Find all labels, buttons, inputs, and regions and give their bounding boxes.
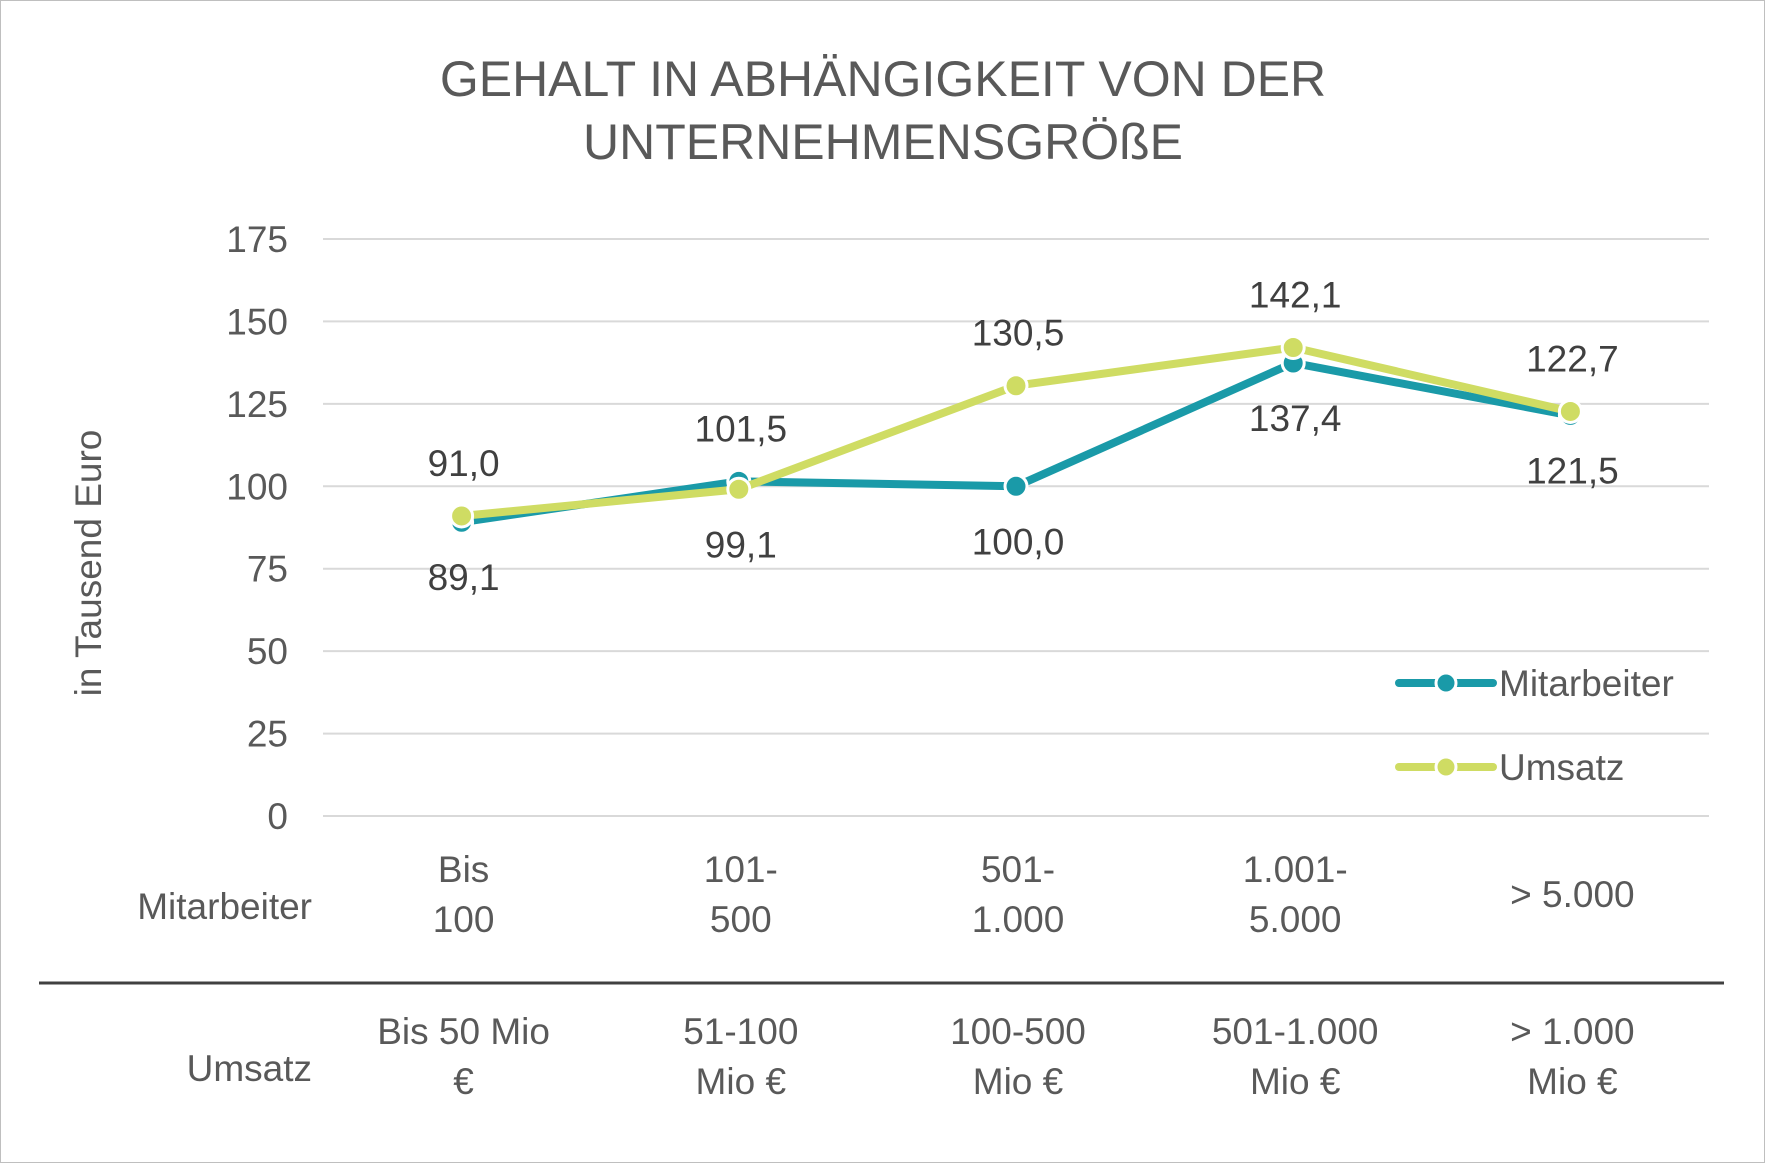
category-label: 5.000	[1249, 899, 1342, 940]
category-label: €	[453, 1061, 474, 1102]
chart-title-line: UNTERNEHMENSGRÖßE	[583, 114, 1183, 170]
y-tick-label: 0	[267, 796, 288, 837]
legend: Mitarbeiter Umsatz	[1395, 663, 1674, 788]
category-label: 1.000	[972, 899, 1065, 940]
category-label: Bis 50 Mio	[377, 1011, 550, 1052]
legend-label-mitarbeiter: Mitarbeiter	[1499, 663, 1674, 704]
data-label-mitarbeiter: 89,1	[428, 557, 500, 598]
y-tick-label: 25	[247, 714, 288, 755]
data-label-umsatz: 130,5	[972, 313, 1065, 354]
category-label: > 1.000	[1510, 1011, 1634, 1052]
y-tick-label: 100	[226, 466, 288, 507]
y-tick-label: 150	[226, 301, 288, 342]
data-label-umsatz: 91,0	[428, 443, 500, 484]
category-label: 51-100	[683, 1011, 798, 1052]
category-label: Mio €	[1527, 1061, 1618, 1102]
y-axis-title: in Tausend Euro	[68, 430, 109, 697]
category-table: MitarbeiterBis100101-500501-1.0001.001-5…	[39, 849, 1724, 1102]
y-tick-label: 175	[226, 219, 288, 260]
category-label: 500	[710, 899, 772, 940]
data-label-mitarbeiter: 121,5	[1526, 450, 1619, 491]
y-tick-label: 75	[247, 549, 288, 590]
data-point-umsatz	[1280, 334, 1306, 360]
data-label-mitarbeiter: 101,5	[695, 408, 788, 449]
category-label: 100-500	[950, 1011, 1086, 1052]
data-label-mitarbeiter: 100,0	[972, 521, 1065, 562]
data-point-umsatz	[1003, 373, 1029, 399]
data-point-mitarbeiter	[1003, 473, 1029, 499]
data-point-umsatz	[726, 476, 752, 502]
y-tick-label: 50	[247, 631, 288, 672]
category-label: Bis	[438, 849, 489, 890]
data-labels: 89,1 91,0 101,5 99,1 100,0 130,5 137,4 142,1 121…	[428, 274, 1619, 598]
category-label: Mio €	[1250, 1061, 1341, 1102]
category-label: 501-	[981, 849, 1055, 890]
y-axis-label: in Tausend Euro	[68, 430, 109, 697]
legend-marker-umsatz	[1434, 755, 1458, 779]
category-label: > 5.000	[1510, 874, 1634, 915]
legend-label-umsatz: Umsatz	[1499, 747, 1624, 788]
category-label: Mio €	[973, 1061, 1064, 1102]
category-label: Mio €	[696, 1061, 787, 1102]
category-label: 1.001-	[1243, 849, 1348, 890]
category-row-label: Mitarbeiter	[137, 886, 312, 927]
data-point-umsatz	[1557, 398, 1583, 424]
y-axis-ticks: 0 25 50 75 100 125 150 175	[226, 219, 288, 837]
data-label-umsatz: 122,7	[1526, 338, 1619, 379]
series-lines	[449, 334, 1583, 535]
category-row-label: Umsatz	[187, 1048, 312, 1089]
data-label-mitarbeiter: 137,4	[1249, 398, 1342, 439]
legend-marker-mitarbeiter	[1434, 671, 1458, 695]
y-tick-label: 125	[226, 384, 288, 425]
data-point-umsatz	[449, 503, 475, 529]
data-label-umsatz: 142,1	[1249, 274, 1342, 315]
category-label: 100	[433, 899, 495, 940]
chart-title: GEHALT IN ABHÄNGIGKEIT VON DER UNTERNEHME…	[440, 51, 1326, 170]
chart-title-line: GEHALT IN ABHÄNGIGKEIT VON DER	[440, 51, 1326, 107]
category-label: 101-	[704, 849, 778, 890]
data-label-umsatz: 99,1	[705, 524, 777, 565]
category-label: 501-1.000	[1212, 1011, 1379, 1052]
